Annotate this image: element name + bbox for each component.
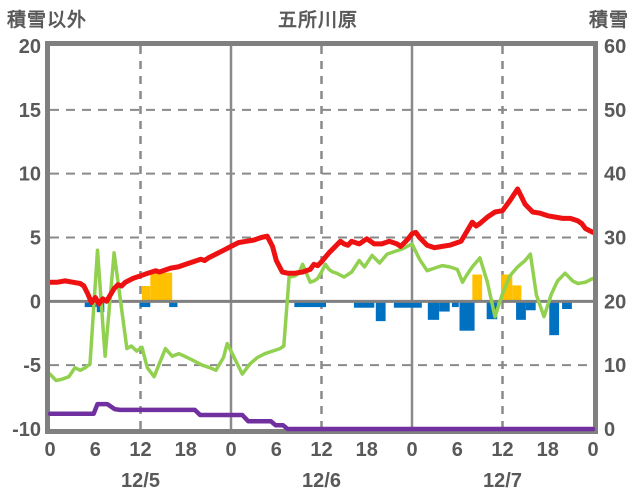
svg-text:10: 10 xyxy=(19,164,41,186)
gridlines xyxy=(50,46,593,429)
svg-text:5: 5 xyxy=(30,228,41,250)
hour-tick-labels: 0 6 12 18 0 6 12 18 0 6 12 18 0 xyxy=(44,439,598,461)
left-axis-tick-labels: 20 15 10 5 0 -5 -10 xyxy=(12,36,41,441)
svg-text:6: 6 xyxy=(452,439,463,461)
left-axis-title: 積雪以外 xyxy=(7,10,88,31)
svg-text:18: 18 xyxy=(537,439,559,461)
svg-text:0: 0 xyxy=(406,439,417,461)
svg-text:18: 18 xyxy=(175,439,197,461)
svg-text:18: 18 xyxy=(356,439,378,461)
svg-text:50: 50 xyxy=(604,100,626,122)
svg-text:6: 6 xyxy=(90,439,101,461)
svg-text:15: 15 xyxy=(19,100,41,122)
svg-text:12: 12 xyxy=(491,439,513,461)
svg-text:-10: -10 xyxy=(12,419,41,441)
plot-border xyxy=(45,41,598,434)
svg-text:0: 0 xyxy=(30,291,41,313)
svg-text:20: 20 xyxy=(19,36,41,58)
svg-text:30: 30 xyxy=(604,228,626,250)
right-axis-title: 積雪 xyxy=(588,10,629,31)
svg-text:10: 10 xyxy=(604,355,626,377)
chart-title: 五所川原 xyxy=(277,10,358,31)
red-line xyxy=(47,186,596,307)
svg-text:20: 20 xyxy=(604,291,626,313)
purple-line xyxy=(47,401,596,432)
svg-text:0: 0 xyxy=(225,439,236,461)
svg-text:60: 60 xyxy=(604,36,626,58)
svg-text:6: 6 xyxy=(271,439,282,461)
svg-text:12/7: 12/7 xyxy=(483,470,522,492)
date-labels: 12/5 12/6 12/7 xyxy=(121,470,522,492)
svg-text:0: 0 xyxy=(604,419,615,441)
svg-text:12: 12 xyxy=(129,439,151,461)
svg-text:-5: -5 xyxy=(23,355,41,377)
right-axis-tick-labels: 60 50 40 30 20 10 0 xyxy=(604,36,626,441)
green-line xyxy=(48,242,595,383)
svg-text:12/5: 12/5 xyxy=(121,470,160,492)
svg-text:0: 0 xyxy=(44,439,55,461)
svg-text:12: 12 xyxy=(310,439,332,461)
svg-text:0: 0 xyxy=(587,439,598,461)
svg-text:12/6: 12/6 xyxy=(302,470,341,492)
svg-text:40: 40 xyxy=(604,164,626,186)
